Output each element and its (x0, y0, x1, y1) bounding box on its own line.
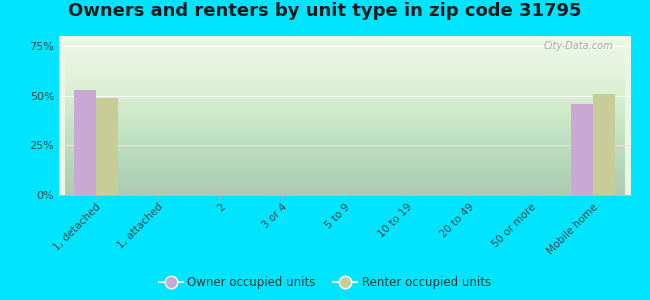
Text: Owners and renters by unit type in zip code 31795: Owners and renters by unit type in zip c… (68, 2, 582, 20)
Bar (96, 98, 118, 195)
Bar (571, 103, 593, 195)
Bar (593, 94, 615, 195)
Bar (74, 90, 96, 195)
Text: City-Data.com: City-Data.com (543, 41, 614, 51)
Legend: Owner occupied units, Renter occupied units: Owner occupied units, Renter occupied un… (154, 272, 496, 294)
